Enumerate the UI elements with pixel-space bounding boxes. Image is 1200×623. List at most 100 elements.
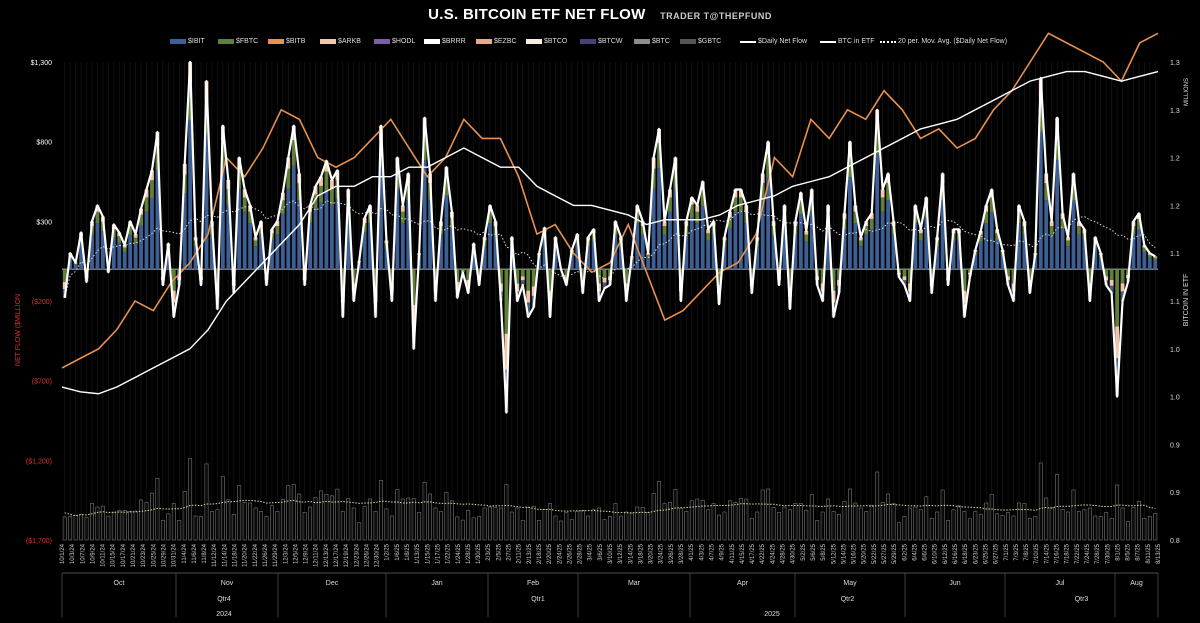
bar-ibit xyxy=(1060,228,1065,270)
bar-fbtc xyxy=(624,269,629,284)
bottom-bar xyxy=(629,513,634,541)
quarter-label: Qtr4 xyxy=(217,596,231,603)
legend-swatch xyxy=(170,39,186,44)
bar-ibit xyxy=(848,177,852,270)
x-tick-label: 12/26/24 xyxy=(364,543,370,567)
bottom-bar xyxy=(395,489,400,541)
bottom-bar xyxy=(384,508,389,541)
quarter-label: Qtr2 xyxy=(841,596,855,603)
bottom-bar xyxy=(569,519,574,541)
bottom-bar xyxy=(379,480,383,541)
bottom-bar xyxy=(291,484,296,541)
x-tick-label: 7/30/25 xyxy=(1105,543,1111,564)
bottom-bar xyxy=(858,507,863,541)
bar-ibit xyxy=(73,264,78,270)
bar-ibit xyxy=(335,198,340,270)
bottom-bar xyxy=(602,519,607,541)
x-tick-label: 7/3/25 xyxy=(1014,543,1020,560)
legend-label: $FBTC xyxy=(236,38,259,45)
daily-net-flow-line xyxy=(63,60,1156,414)
bar-ibit xyxy=(957,240,961,270)
bar-ibit xyxy=(275,234,280,270)
bottom-bar xyxy=(1076,511,1081,541)
bar-ibit xyxy=(188,119,193,270)
month-label: Apr xyxy=(737,580,749,587)
bar-fbtc xyxy=(340,269,345,291)
bottom-bar xyxy=(728,500,732,541)
bottom-bar xyxy=(929,517,934,541)
x-tick-label: 4/30/25 xyxy=(791,543,797,564)
month-label: Oct xyxy=(114,580,125,587)
bottom-bar xyxy=(504,484,509,541)
bar-ibit xyxy=(1082,240,1087,270)
bar-arkb xyxy=(133,234,138,238)
bar-ibit xyxy=(902,280,907,283)
legend-swatch xyxy=(320,39,336,44)
bar-ibit xyxy=(1055,160,1060,270)
y-tick-label: $1,300 xyxy=(31,60,53,67)
bar-ibit xyxy=(771,234,776,270)
bar-fbtc xyxy=(689,204,694,218)
bottom-bar xyxy=(166,513,171,541)
bar-arkb xyxy=(962,290,967,303)
bar-ibit xyxy=(166,250,171,270)
legend-swatch xyxy=(580,39,596,44)
bar-arkb xyxy=(869,213,874,219)
bottom-bar xyxy=(831,511,836,541)
bottom-bar xyxy=(788,509,792,541)
bottom-bar xyxy=(1142,517,1147,541)
x-tick-label: 11/18/24 xyxy=(233,543,239,567)
bar-fbtc xyxy=(580,269,585,280)
bar-ibit xyxy=(1033,257,1038,270)
bottom-bar xyxy=(1153,513,1158,541)
bar-fbtc xyxy=(188,82,193,120)
bar-ibit xyxy=(1017,223,1021,270)
x-tick-label: 10/9/24 xyxy=(90,543,96,564)
x-tick-label: 6/2/25 xyxy=(902,543,908,560)
bar-fbtc xyxy=(248,211,253,224)
bottom-bar xyxy=(815,520,820,541)
bottom-bar xyxy=(280,499,285,541)
bar-fbtc xyxy=(291,140,296,166)
x-tick-label: 12/5/24 xyxy=(293,543,299,564)
bottom-bar xyxy=(199,516,203,541)
bar-arkb xyxy=(504,333,509,370)
bottom-bar xyxy=(1027,517,1032,541)
bottom-bar xyxy=(297,493,302,541)
bottom-bar xyxy=(760,489,765,541)
bottom-bar xyxy=(913,506,918,541)
bar-arkb xyxy=(460,270,465,272)
y2-tick-label: 1.2 xyxy=(1170,203,1180,210)
bottom-bar xyxy=(940,489,945,541)
bitb-line xyxy=(61,32,1159,369)
bar-fbtc xyxy=(275,226,280,235)
bottom-bar xyxy=(1038,462,1043,541)
bottom-bar xyxy=(150,492,154,541)
x-tick-label: 1/30/25 xyxy=(476,543,482,564)
x-tick-label: 2/20/25 xyxy=(547,543,553,564)
bar-ibit xyxy=(379,165,383,270)
bottom-bar xyxy=(373,511,378,541)
bottom-bar xyxy=(1017,502,1021,541)
legend-item-gbtc: $GBTC xyxy=(680,38,721,45)
x-tick-label: 10/1/24 xyxy=(60,543,66,564)
legend-item-btcw: $BTCW xyxy=(580,38,623,45)
bar-fbtc xyxy=(700,190,705,207)
bar-arkb xyxy=(624,283,629,292)
bar-ibit xyxy=(940,200,945,270)
legend-label: $ARKB xyxy=(338,38,361,45)
bottom-bar xyxy=(744,498,749,541)
bar-ibit xyxy=(346,211,351,270)
bar-ibit xyxy=(482,246,487,270)
bar-fbtc xyxy=(313,194,318,210)
bar-ibit xyxy=(1131,234,1136,270)
bar-ibit xyxy=(253,246,258,270)
bottom-bar xyxy=(1000,515,1005,541)
bar-ibit xyxy=(117,242,122,270)
bar-fbtc xyxy=(286,168,291,189)
x-tick-label: 3/24/25 xyxy=(659,543,665,564)
bar-fbtc xyxy=(978,234,983,242)
bottom-bar xyxy=(253,507,258,541)
bottom-bar xyxy=(526,507,531,541)
y2-tick-label: 1.1 xyxy=(1170,251,1180,258)
